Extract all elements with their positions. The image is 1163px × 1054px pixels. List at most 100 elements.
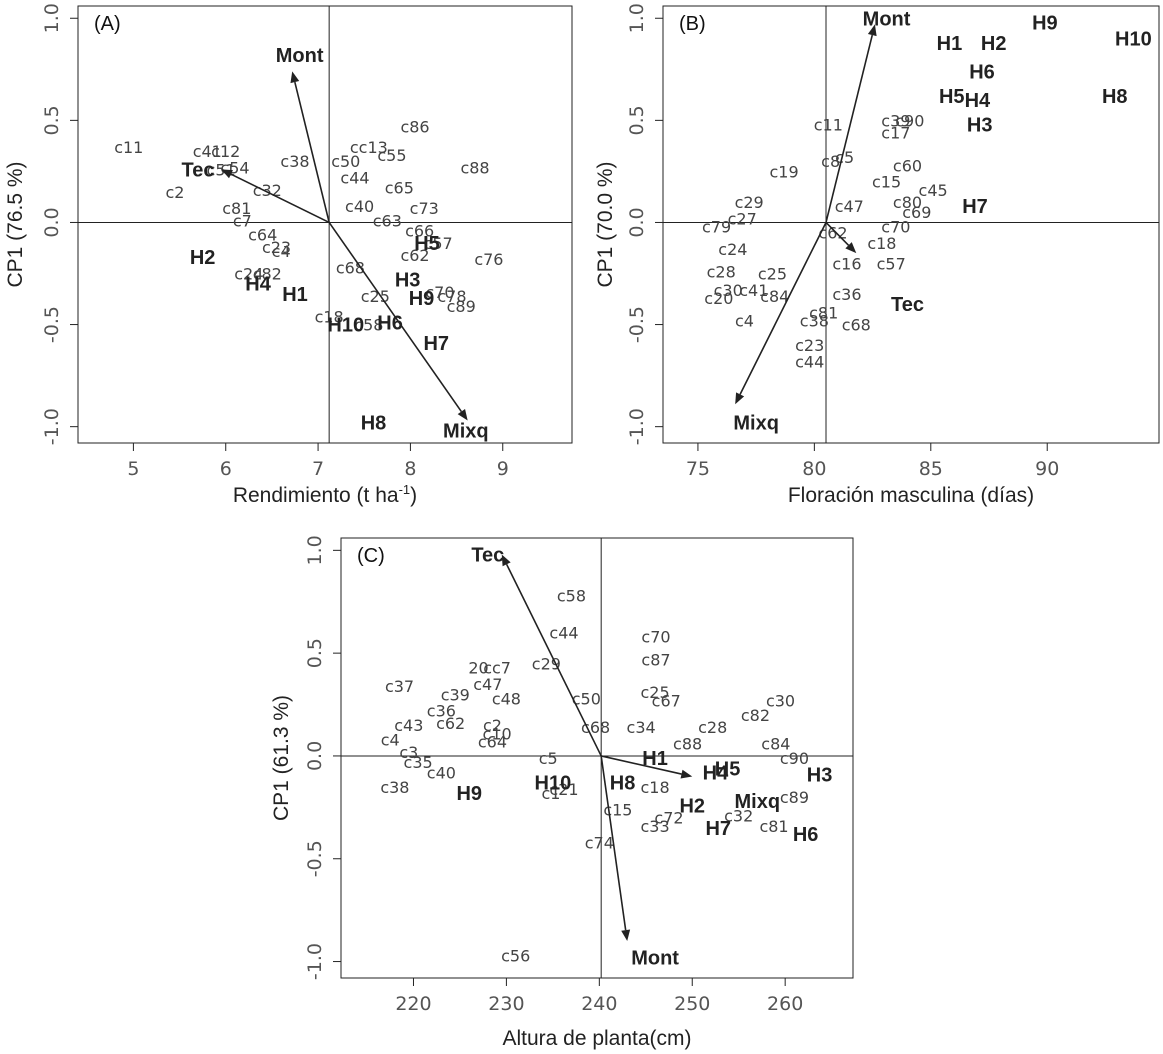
y-tick-label: 0.5	[626, 105, 648, 135]
observation-label: c10	[483, 724, 512, 743]
observation-label: c89	[780, 788, 809, 807]
hybrid-label: H4	[703, 762, 729, 784]
y-axis-title: CP1 (76.5 %)	[4, 161, 27, 287]
variable-arrow	[601, 755, 682, 775]
panel-c: (C) 220 230 240 250 260 -1.0 -0.5 0.0 0.5 1.0 Altur…	[270, 535, 854, 1050]
observation-label: c84	[761, 735, 790, 754]
observation-label: c34	[627, 718, 656, 737]
observation-label: c78	[437, 287, 466, 306]
observation-label: c18	[640, 778, 669, 797]
variable-arrow	[739, 222, 827, 395]
observation-label: c37	[385, 677, 414, 696]
panel-a: (A) 5 6 7 8 9 -1.0 -0.5 0.0 0.5 1.0 Rendimiento (t …	[4, 3, 573, 507]
observation-label: c70	[641, 628, 670, 647]
observation-label: c73	[410, 199, 439, 218]
observation-label: c87	[641, 650, 670, 669]
x-axis-title: Altura de planta(cm)	[502, 1027, 691, 1050]
observation-label: c76	[474, 250, 503, 269]
arrowhead-icon	[221, 169, 233, 179]
hybrid-label: H9	[456, 783, 482, 805]
observation-label: c82	[741, 706, 770, 725]
observation-label: cc7	[483, 659, 511, 678]
y-tick-label: 1.0	[626, 3, 648, 33]
hybrid-label: H3	[967, 114, 993, 136]
observation-label: c5	[539, 749, 558, 768]
hybrid-label: H6	[793, 824, 819, 846]
observation-label: c67	[652, 691, 681, 710]
variable-arrow	[505, 563, 602, 757]
observation-label: c88	[460, 158, 489, 177]
y-tick-label: 1.0	[304, 535, 326, 565]
observation-label: c39	[441, 685, 470, 704]
y-tick-label: -0.5	[304, 840, 326, 877]
observation-label: c8	[821, 152, 840, 171]
observation-label: c84	[760, 287, 789, 306]
observation-label: c65	[385, 179, 414, 198]
y-axis-title: CP1 (61.3 %)	[270, 695, 293, 821]
observation-label: c17	[881, 124, 910, 143]
observation-label: c39	[881, 111, 910, 130]
x-axis-title-main: Rendimiento (t ha	[233, 484, 399, 507]
y-axis-title: CP1 (70.0 %)	[594, 161, 617, 287]
observation-label: c28	[707, 262, 736, 281]
variable-label: Tec	[891, 294, 924, 316]
observation-label: c38	[380, 778, 409, 797]
observation-label: c25	[758, 265, 787, 284]
observation-label: c58	[354, 316, 383, 335]
observation-label: c11	[814, 115, 843, 134]
observation-label: c2	[165, 183, 184, 202]
y-tick-label: 0.5	[41, 105, 63, 135]
observation-label: c62	[400, 246, 429, 265]
y-tick-label: -1.0	[41, 408, 63, 445]
observation-label: c24	[718, 240, 747, 259]
panel-label: (B)	[679, 13, 706, 35]
variable-label: Mixq	[443, 421, 489, 443]
hybrid-label: H8	[361, 413, 387, 435]
observation-label: c90	[895, 111, 924, 130]
hybrid-label: H10	[1115, 29, 1152, 51]
x-tick-label: 85	[919, 458, 943, 480]
observation-label: c16	[832, 254, 861, 273]
observation-label: c79	[702, 218, 731, 237]
observation-label: c29	[735, 193, 764, 212]
observation-label: c4	[735, 311, 754, 330]
hybrid-label: H4	[965, 90, 991, 112]
observation-label: c57	[877, 254, 906, 273]
observation-label: c30	[766, 691, 795, 710]
y-tick-label: 1.0	[41, 3, 63, 33]
observation-label: c48	[492, 689, 521, 708]
observation-label: c86	[400, 117, 429, 136]
x-axis-title-end: )	[410, 484, 417, 507]
observation-label: c81	[222, 199, 251, 218]
arrowhead-icon	[621, 929, 631, 941]
observation-label: c47	[473, 675, 502, 694]
variable-label: Mixq	[733, 413, 779, 435]
x-tick-label: 260	[767, 993, 803, 1015]
observation-label: c36	[832, 285, 861, 304]
observation-label: c36	[427, 702, 456, 721]
observation-label: c30	[714, 281, 743, 300]
observation-label: c45	[919, 181, 948, 200]
x-tick-label: 250	[674, 993, 710, 1015]
x-tick-label: 240	[581, 993, 617, 1015]
variable-arrow	[825, 34, 874, 223]
hybrid-label: H2	[679, 795, 705, 817]
plot-frame	[340, 537, 854, 979]
observation-label: c27	[728, 209, 757, 228]
hybrid-label: H3	[395, 270, 421, 292]
hybrid-label: H2	[981, 33, 1007, 55]
observation-label: c57	[424, 234, 453, 253]
observation-label: 20	[468, 659, 488, 678]
observation-label: c47	[835, 197, 864, 216]
observation-label: c38	[280, 152, 309, 171]
observation-label: c60	[893, 156, 922, 175]
arrowhead-icon	[457, 408, 468, 421]
observation-label: c12	[211, 142, 240, 161]
y-tick-label: 0.5	[304, 638, 326, 668]
observation-label: c41	[739, 281, 768, 300]
observation-label: c64	[248, 226, 277, 245]
observation-label: c81	[759, 817, 788, 836]
observation-label: c7	[233, 211, 252, 230]
observation-label: c89	[447, 297, 476, 316]
